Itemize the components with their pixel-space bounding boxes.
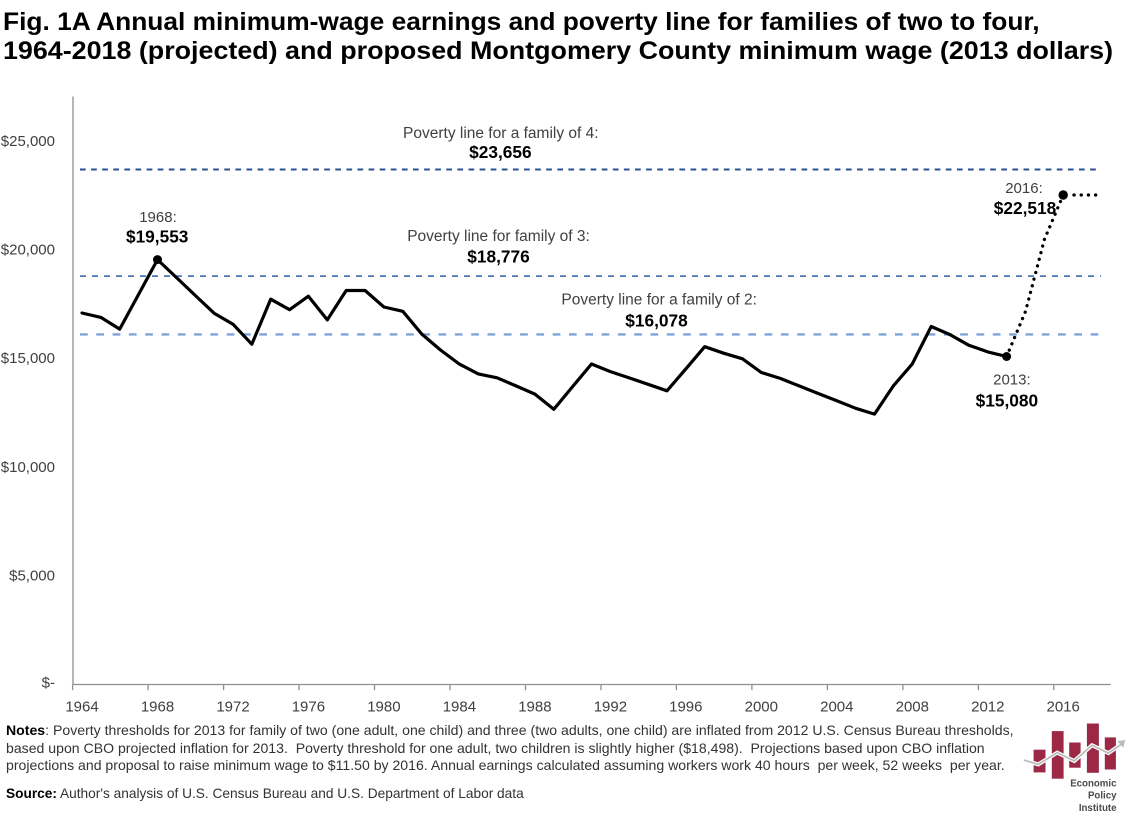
svg-text:$-: $- [42, 675, 55, 692]
svg-text:Poverty line for a family of 4: Poverty line for a family of 4: [403, 125, 599, 142]
svg-text:2004: 2004 [820, 699, 853, 716]
svg-text:$10,000: $10,000 [1, 459, 55, 476]
svg-text:1984: 1984 [443, 699, 476, 716]
svg-text:$19,553: $19,553 [126, 227, 188, 247]
svg-text:2000: 2000 [745, 699, 778, 716]
svg-text:Poverty line for family of 3:: Poverty line for family of 3: [407, 228, 590, 245]
svg-text:Policy: Policy [1088, 791, 1117, 802]
svg-text:$15,000: $15,000 [1, 350, 55, 367]
svg-text:Economic: Economic [1070, 778, 1117, 789]
svg-text:1964: 1964 [65, 699, 98, 716]
svg-text:2016:: 2016: [1005, 180, 1043, 197]
svg-text:2012: 2012 [971, 699, 1004, 716]
svg-text:$20,000: $20,000 [1, 242, 55, 259]
svg-text:Poverty line for a family of 2: Poverty line for a family of 2: [561, 292, 757, 309]
svg-text:$25,000: $25,000 [1, 133, 55, 150]
svg-text:1968:: 1968: [139, 209, 177, 226]
svg-text:$22,518: $22,518 [994, 198, 1057, 218]
svg-text:1976: 1976 [292, 699, 325, 716]
svg-text:2013:: 2013: [993, 372, 1031, 389]
svg-text:2016: 2016 [1047, 699, 1080, 716]
svg-text:2008: 2008 [896, 699, 929, 716]
svg-text:$16,078: $16,078 [625, 310, 688, 330]
svg-text:1972: 1972 [216, 699, 249, 716]
svg-text:$23,656: $23,656 [469, 142, 531, 162]
svg-text:1992: 1992 [594, 699, 627, 716]
svg-text:1988: 1988 [518, 699, 551, 716]
svg-text:$18,776: $18,776 [467, 246, 529, 266]
svg-text:Institute: Institute [1079, 803, 1117, 814]
svg-text:$5,000: $5,000 [9, 567, 55, 584]
svg-text:1980: 1980 [367, 699, 400, 716]
svg-text:1968: 1968 [141, 699, 174, 716]
svg-text:1996: 1996 [669, 699, 702, 716]
svg-text:$15,080: $15,080 [976, 391, 1038, 411]
